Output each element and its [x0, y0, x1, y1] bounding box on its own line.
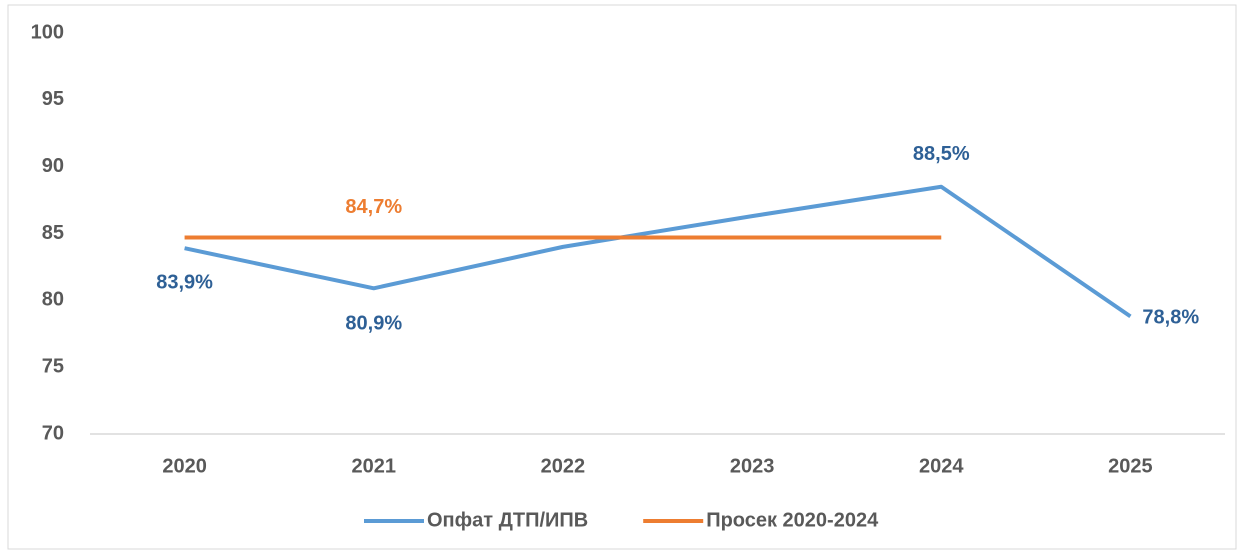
x-tick-label: 2022 — [541, 455, 586, 477]
data-label: 80,9% — [345, 313, 402, 335]
y-tick-label: 95 — [42, 88, 64, 110]
x-tick-label: 2023 — [730, 455, 775, 477]
data-label: 88,5% — [913, 143, 970, 165]
data-label: 84,7% — [345, 196, 402, 218]
x-tick-label: 2024 — [919, 455, 964, 477]
series-line — [184, 184, 1132, 319]
x-tick-label: 2025 — [1108, 455, 1153, 477]
y-tick-label: 80 — [42, 289, 64, 311]
y-tick-label: 100 — [31, 21, 64, 43]
legend-label: Просек 2020-2024 — [706, 509, 879, 531]
x-tick-label: 2021 — [352, 455, 397, 477]
y-tick-label: 70 — [42, 422, 64, 444]
chart-frame — [7, 4, 1237, 550]
legend-label: Опфат ДТП/ИПВ — [427, 509, 588, 531]
data-label: 78,8% — [1142, 307, 1199, 329]
y-tick-label: 75 — [42, 355, 64, 377]
data-label: 83,9% — [156, 271, 213, 293]
y-tick-label: 90 — [42, 155, 64, 177]
y-tick-label: 85 — [42, 222, 64, 244]
x-tick-label: 2020 — [162, 455, 207, 477]
